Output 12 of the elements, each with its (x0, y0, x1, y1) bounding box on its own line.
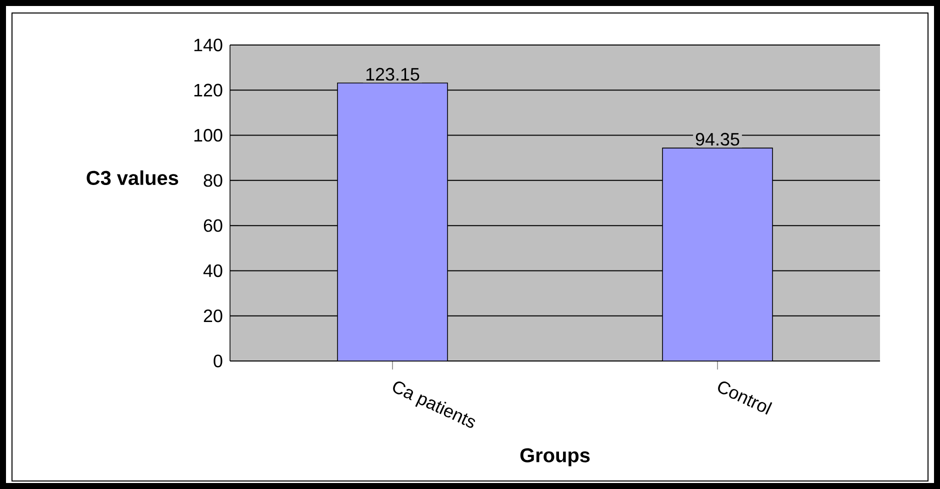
x-axis-title: Groups (520, 448, 590, 466)
y-tick-label: 140 (194, 38, 222, 52)
y-tick-label: 120 (194, 84, 222, 96)
data-label: 94.35 (696, 132, 740, 146)
y-tick-label: 20 (204, 310, 222, 322)
y-tick-label: 0 (214, 354, 222, 368)
y-tick-label: 80 (204, 174, 222, 187)
y-tick-label: 60 (204, 219, 222, 232)
data-label: 123.15 (366, 68, 420, 81)
y-axis-title: C3 values (86, 170, 178, 186)
y-tick-label: 40 (203, 264, 222, 278)
y-tick-label: 100 (194, 128, 222, 142)
